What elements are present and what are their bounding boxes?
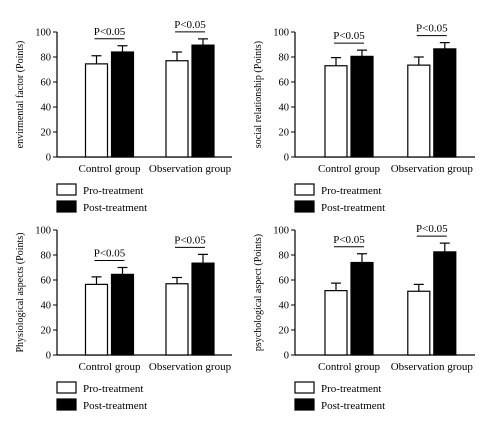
x-category-label: Control group [78, 361, 141, 373]
significance-label: P<0.05 [416, 223, 448, 235]
y-tick-label: 60 [41, 78, 52, 89]
y-tick-label: 40 [41, 301, 52, 312]
x-category-label: Control group [318, 163, 381, 175]
y-tick-label: 100 [273, 226, 289, 237]
significance-label: P<0.05 [174, 234, 206, 246]
legend-swatch [294, 381, 315, 394]
y-tick-label: 80 [41, 251, 52, 262]
y-tick-label: 100 [273, 28, 289, 39]
bar [165, 60, 189, 158]
y-tick-label: 20 [41, 128, 52, 139]
y-tick-label: 0 [284, 153, 289, 164]
bar [84, 283, 109, 356]
chart-panel-1: 0 20 40 60 80 100 envirmental factor (Points) C… [15, 19, 232, 214]
y-tick-label: 60 [279, 78, 290, 89]
y-tick-label: 60 [279, 276, 290, 287]
y-tick-label: 100 [35, 226, 51, 237]
y-tick-label: 20 [41, 326, 52, 337]
significance-label: P<0.05 [333, 30, 365, 42]
legend-swatch [56, 381, 77, 394]
y-axis-label: psychological aspect (Points) [253, 234, 264, 351]
legend-label: Post-treatment [321, 202, 385, 214]
bar [84, 63, 109, 158]
legend-label: Post-treatment [83, 400, 147, 412]
y-tick-label: 0 [46, 153, 51, 164]
y-tick-label: 20 [279, 326, 290, 337]
legend-swatch [56, 183, 77, 196]
x-category-label: Observation group [391, 163, 474, 175]
chart-panel-3: 0 20 40 60 80 100 Physiological aspects (Point… [15, 226, 232, 412]
legend-swatch [56, 398, 77, 411]
legend-label: Pro-treatment [83, 185, 143, 197]
significance-label: P<0.05 [416, 23, 448, 35]
y-tick-label: 100 [35, 28, 51, 39]
bar [350, 261, 374, 356]
bar [110, 273, 135, 356]
significance-label: P<0.05 [333, 234, 365, 246]
bar [324, 65, 348, 158]
bar [433, 48, 457, 158]
y-tick-label: 0 [46, 351, 51, 362]
legend-swatch [294, 398, 315, 411]
bar [407, 64, 431, 158]
significance-label: P<0.05 [174, 19, 206, 31]
x-category-label: Observation group [149, 163, 232, 175]
y-axis-label: envirmental factor (Points) [15, 41, 26, 149]
y-tick-label: 80 [279, 53, 290, 64]
significance-label: P<0.05 [94, 248, 126, 260]
y-tick-label: 40 [279, 301, 290, 312]
bar [110, 51, 135, 158]
legend-label: Post-treatment [83, 202, 147, 214]
bar [324, 290, 348, 356]
legend-label: Pro-treatment [321, 383, 381, 395]
x-category-label: Control group [318, 361, 381, 373]
legend-label: Pro-treatment [83, 383, 143, 395]
y-axis-label: social relationship (Points) [253, 41, 264, 148]
bar [191, 262, 215, 356]
legend-label: Pro-treatment [321, 185, 381, 197]
legend-swatch [294, 200, 315, 213]
y-axis-label: Physiological aspects (Points) [15, 233, 26, 353]
bar [191, 44, 215, 158]
y-tick-label: 40 [41, 103, 52, 114]
legend-swatch [294, 183, 315, 196]
chart-panel-2: 0 20 40 60 80 100 social relationship (Points)… [253, 23, 475, 214]
y-tick-label: 60 [41, 276, 52, 287]
legend-label: Post-treatment [321, 400, 385, 412]
significance-label: P<0.05 [94, 26, 126, 38]
y-tick-label: 40 [279, 103, 290, 114]
y-tick-label: 80 [279, 251, 290, 262]
x-category-label: Control group [78, 163, 141, 175]
bar [350, 55, 374, 158]
y-tick-label: 20 [279, 128, 290, 139]
legend-swatch [56, 200, 77, 213]
bar [407, 290, 431, 356]
y-tick-label: 0 [284, 351, 289, 362]
bar [433, 251, 457, 356]
bar [165, 283, 189, 356]
chart-panel-4: 0 20 40 60 80 100 psychological aspect (Points… [253, 223, 475, 412]
y-tick-label: 80 [41, 53, 52, 64]
x-category-label: Observation group [391, 361, 474, 373]
x-category-label: Observation group [149, 361, 232, 373]
